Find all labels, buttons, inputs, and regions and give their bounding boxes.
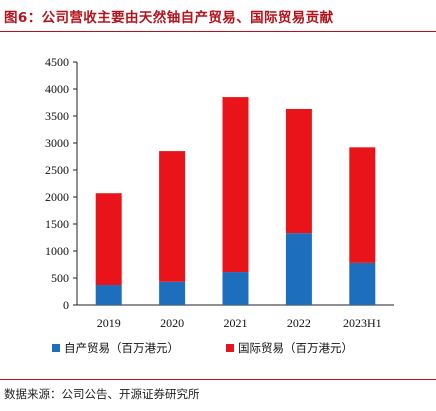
source-note: 数据来源：公司公告、开源证券研究所 bbox=[4, 387, 200, 401]
title-divider bbox=[0, 31, 436, 32]
bar-self-trade bbox=[95, 285, 122, 305]
y-tick-label: 4000 bbox=[45, 82, 69, 96]
bar-intl-trade bbox=[222, 97, 249, 273]
source-divider bbox=[0, 379, 436, 380]
chart-legend: 自产贸易（百万港元） 国际贸易（百万港元） bbox=[52, 341, 353, 355]
bar-self-trade bbox=[159, 281, 186, 305]
bar-intl-trade bbox=[159, 151, 186, 282]
y-tick-label: 0 bbox=[63, 298, 69, 312]
legend-label-intl-trade: 国际贸易（百万港元） bbox=[238, 341, 353, 355]
x-tick-label: 2023H1 bbox=[343, 316, 382, 330]
bar-self-trade bbox=[222, 272, 249, 305]
y-tick-label: 2500 bbox=[45, 163, 69, 177]
bar-intl-trade bbox=[95, 193, 122, 286]
y-tick-label: 500 bbox=[51, 271, 69, 285]
x-tick-label: 2019 bbox=[97, 316, 121, 330]
legend-label-self-trade: 自产贸易（百万港元） bbox=[64, 341, 179, 355]
stacked-bar-chart: 0 500 1000 1500 2000 2500 3000 3500 4000 4500 2019… bbox=[45, 55, 394, 355]
y-tick-label: 1000 bbox=[45, 244, 69, 258]
chart-bars bbox=[95, 97, 376, 305]
y-tick-label: 2000 bbox=[45, 190, 69, 204]
bar-intl-trade bbox=[349, 147, 376, 263]
x-tick-label: 2021 bbox=[224, 316, 248, 330]
bar-intl-trade bbox=[285, 108, 312, 234]
legend-swatch-self-trade bbox=[52, 344, 60, 352]
y-tick-label: 3000 bbox=[45, 136, 69, 150]
bar-self-trade bbox=[349, 262, 376, 305]
y-tick-label: 1500 bbox=[45, 217, 69, 231]
figure-title: 图6：公司营收主要由天然铀自产贸易、国际贸易贡献 bbox=[4, 10, 334, 26]
x-tick-label: 2020 bbox=[160, 316, 184, 330]
y-tick-label: 4500 bbox=[45, 55, 69, 69]
legend-swatch-intl-trade bbox=[226, 344, 234, 352]
y-tick-label: 3500 bbox=[45, 109, 69, 123]
x-tick-label: 2022 bbox=[287, 316, 311, 330]
bar-self-trade bbox=[285, 233, 312, 305]
chart-axes: 0 500 1000 1500 2000 2500 3000 3500 4000 4500 2019… bbox=[45, 55, 394, 330]
